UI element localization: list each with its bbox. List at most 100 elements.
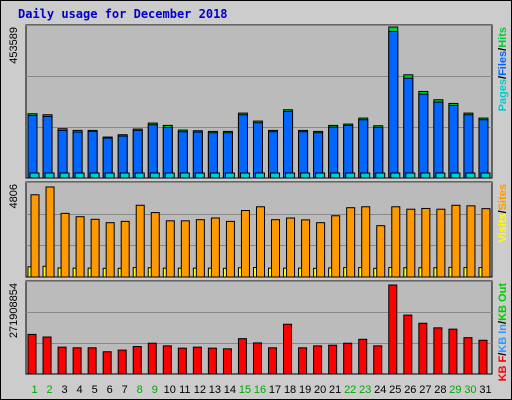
- x-day-label: 29: [449, 384, 461, 396]
- sites-bar: [255, 206, 265, 278]
- kbf-bar: [102, 351, 112, 375]
- files-bar: [373, 126, 384, 179]
- files-bar: [237, 114, 248, 179]
- panel-2-legend: KB F/KB In/KB Out: [497, 283, 509, 382]
- sites-bar: [150, 212, 160, 278]
- sites-bar: [60, 212, 70, 278]
- panel-2-ymax-label: 271908854: [8, 283, 20, 338]
- sites-bar: [421, 207, 431, 278]
- sites-bar: [316, 222, 326, 278]
- files-bar: [102, 137, 113, 179]
- sites-bar: [466, 205, 476, 278]
- sites-bar: [361, 206, 371, 278]
- kbf-bar: [313, 345, 323, 375]
- pages-bar: [270, 172, 281, 179]
- x-day-label: 14: [224, 384, 236, 396]
- kbf-bar: [343, 342, 353, 375]
- x-day-label: 26: [404, 384, 416, 396]
- x-day-label: 23: [359, 384, 371, 396]
- kbf-bar: [162, 345, 172, 375]
- kbf-bar: [207, 347, 217, 375]
- sites-bar: [105, 222, 115, 278]
- kbf-bar: [87, 347, 97, 375]
- pages-bar: [119, 172, 130, 179]
- kbf-bar: [298, 347, 308, 375]
- kbf-bar: [117, 349, 127, 375]
- pages-bar: [44, 172, 55, 179]
- kbf-bar: [42, 336, 52, 375]
- x-day-label: 13: [209, 384, 221, 396]
- x-day-label: 28: [434, 384, 446, 396]
- sites-bar: [210, 217, 220, 278]
- x-day-label: 18: [284, 384, 296, 396]
- pages-bar: [450, 172, 461, 179]
- legend-entry: Visits: [497, 213, 509, 242]
- files-bar: [147, 124, 158, 179]
- pages-bar: [315, 172, 326, 179]
- files-bar: [433, 101, 444, 179]
- x-day-label: 24: [374, 384, 386, 396]
- panel-1-legend: Visits/Sites: [497, 184, 509, 243]
- files-bar: [388, 31, 399, 179]
- panel-0-ymax-label: 453589: [8, 27, 20, 64]
- pages-bar: [405, 172, 416, 179]
- sites-bar: [406, 208, 416, 278]
- x-day-label: 19: [299, 384, 311, 396]
- kbf-bar: [268, 347, 278, 375]
- pages-bar: [224, 172, 235, 179]
- kbf-bar: [478, 339, 488, 375]
- x-day-label: 31: [479, 384, 491, 396]
- x-day-label: 8: [137, 384, 143, 396]
- files-bar: [418, 93, 429, 179]
- files-bar: [252, 122, 263, 179]
- kbf-bar: [132, 346, 142, 375]
- kbf-bar: [252, 342, 262, 375]
- pages-bar: [285, 172, 296, 179]
- x-day-label: 10: [164, 384, 176, 396]
- kbf-bar: [463, 337, 473, 375]
- pages-bar: [29, 172, 40, 179]
- kbf-bar: [72, 347, 82, 375]
- pages-bar: [345, 172, 356, 179]
- kbf-bar: [192, 346, 202, 375]
- kbf-bar: [147, 342, 157, 375]
- panel-0-legend: Pages/Files/Hits: [497, 27, 509, 111]
- legend-entry: /: [497, 76, 509, 79]
- sites-bar: [225, 220, 235, 278]
- pages-bar: [254, 172, 265, 179]
- x-day-label: 2: [46, 384, 52, 396]
- sites-bar: [451, 204, 461, 278]
- sites-bar: [180, 220, 190, 278]
- files-bar: [283, 110, 294, 179]
- panel-1-ymax-label: 4806: [8, 184, 20, 208]
- x-day-label: 12: [194, 384, 206, 396]
- pages-bar: [104, 172, 115, 179]
- files-bar: [358, 119, 369, 179]
- x-day-label: 22: [344, 384, 356, 396]
- pages-bar: [480, 172, 491, 179]
- sites-bar: [436, 208, 446, 278]
- files-bar: [343, 124, 354, 179]
- sites-bar: [120, 220, 130, 278]
- legend-entry: /: [497, 210, 509, 213]
- pages-bar: [360, 172, 371, 179]
- x-day-label: 25: [389, 384, 401, 396]
- files-bar: [328, 126, 339, 179]
- legend-entry: KB F: [497, 355, 509, 381]
- pages-bar: [435, 172, 446, 179]
- kbf-bar: [418, 322, 428, 375]
- pages-bar: [375, 172, 386, 179]
- kbf-bar: [373, 345, 383, 375]
- files-bar: [27, 114, 38, 179]
- x-day-label: 1: [31, 384, 37, 396]
- legend-entry: KB In: [497, 324, 509, 353]
- kbf-bar: [328, 344, 338, 375]
- pages-bar: [89, 172, 100, 179]
- sites-bar: [45, 186, 55, 278]
- files-bar: [478, 119, 489, 179]
- legend-entry: Hits: [497, 27, 509, 48]
- pages-bar: [420, 172, 431, 179]
- files-bar: [222, 132, 233, 179]
- legend-entry: Pages: [497, 79, 509, 111]
